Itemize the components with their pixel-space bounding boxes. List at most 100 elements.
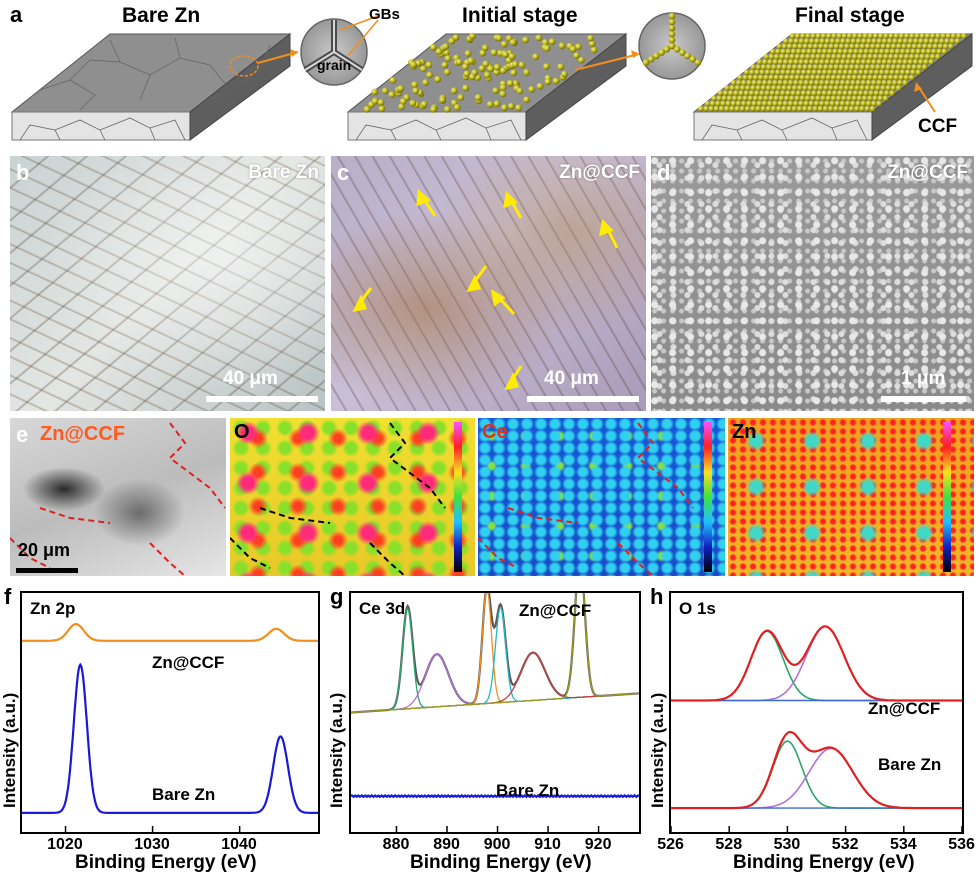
ccf-particle [890, 43, 897, 50]
ccf-particle [742, 74, 749, 81]
ccf-particle [463, 70, 471, 78]
ccf-particle [793, 38, 800, 45]
ccf-particle [762, 59, 768, 65]
ccf-particle [822, 48, 828, 55]
ccf-particle [800, 90, 807, 97]
ccf-particle [779, 53, 785, 60]
ccf-particle [716, 95, 723, 102]
ccf-particle [949, 38, 956, 45]
ccf-particle [923, 38, 930, 45]
ccf-particle [850, 100, 857, 107]
ccf-particle [781, 105, 788, 112]
ccf-particle [826, 33, 832, 39]
scale-bar-d [881, 396, 966, 402]
series-line [671, 730, 962, 810]
ccf-particle [867, 74, 874, 81]
ccf-particle [827, 69, 833, 76]
ccf-particle [788, 59, 794, 65]
panel-label-e: e [16, 422, 29, 447]
ccf-particle [789, 33, 796, 39]
ccf-particle [499, 84, 507, 91]
ccf-particle [703, 105, 710, 112]
ccf-particle [751, 100, 758, 107]
ccf-particle [885, 43, 892, 50]
ccf-particle [769, 90, 776, 97]
x-tick-label: 1020 [47, 836, 83, 853]
ccf-particle [806, 90, 812, 97]
final-stage-title: Final stage [795, 4, 905, 27]
ccf-particle [842, 69, 849, 76]
ccf-particle [653, 52, 660, 60]
ccf-particle [846, 53, 853, 60]
ccf-particle [795, 69, 802, 76]
ccf-particle [863, 69, 870, 76]
ccf-particle [754, 90, 760, 97]
ccf-particle [381, 87, 389, 95]
ccf-particle [831, 53, 837, 60]
ccf-particle [730, 79, 737, 86]
ccf-particle [771, 64, 777, 71]
ccf-particle [832, 69, 839, 76]
ccf-particle [647, 55, 655, 63]
ccf-particle [388, 91, 396, 99]
ccf-particle [888, 74, 894, 81]
panel-label-a: a [10, 2, 23, 27]
ccf-particle [833, 85, 840, 91]
ccf-particle [789, 53, 796, 60]
ccf-label: CCF [918, 116, 958, 137]
ccf-particle [776, 43, 783, 50]
ccf-particle [768, 53, 775, 60]
ccf-particle [845, 79, 851, 86]
ccf-particle [764, 69, 771, 76]
ccf-particle [904, 33, 910, 39]
ccf-particle [843, 85, 850, 91]
ccf-particle [924, 53, 931, 60]
ccf-particle [807, 43, 814, 50]
ccf-particle [830, 95, 837, 102]
ccf-particle [892, 59, 898, 65]
ccf-particle [818, 43, 824, 50]
ccf-particle [561, 70, 568, 78]
ccf-particle [766, 64, 772, 71]
ccf-particle [749, 69, 755, 76]
ccf-particle [809, 38, 815, 45]
ccf-particle [905, 48, 911, 55]
ccf-particle [467, 57, 475, 65]
ccf-particle [854, 43, 861, 50]
ccf-particle [838, 105, 845, 112]
ccf-particle [790, 69, 797, 76]
panel-label-c: c [337, 160, 350, 185]
ccf-particle [824, 38, 831, 45]
ccf-particle [923, 59, 930, 65]
ccf-particle [855, 38, 862, 45]
ccf-particle [802, 85, 809, 91]
colorbar-o [454, 422, 462, 572]
ccf-particle [469, 32, 476, 40]
ccf-particle [820, 74, 827, 81]
xps-ce3d-plot: Ce 3d Zn@CCF Bare Zn [349, 556, 641, 834]
ccf-particle [895, 85, 902, 91]
ccf-particle [944, 38, 951, 45]
ccf-particle [816, 48, 823, 55]
ccf-particle [816, 90, 823, 97]
ccf-particle [950, 33, 957, 39]
ccf-particle [733, 90, 740, 97]
ccf-particle [508, 102, 515, 110]
ccf-particle [502, 51, 509, 58]
bare-zn-title: Bare Zn [122, 4, 201, 27]
ccf-particle [843, 105, 850, 112]
ce3d-series-label-znccf: Zn@CCF [519, 601, 592, 620]
ccf-particle [867, 33, 874, 39]
ccf-particle [738, 90, 745, 97]
bare-zn-block [10, 32, 299, 141]
ccf-particle [772, 79, 779, 86]
ccf-particle [802, 64, 809, 71]
ccf-particle [748, 90, 755, 97]
ccf-particle [866, 79, 872, 86]
ccf-particle [718, 105, 725, 112]
ccf-particle [819, 38, 826, 45]
ccf-particle [725, 100, 732, 107]
ccf-particle [827, 48, 833, 55]
ccf-particle [759, 90, 766, 97]
ccf-particle [490, 49, 498, 56]
